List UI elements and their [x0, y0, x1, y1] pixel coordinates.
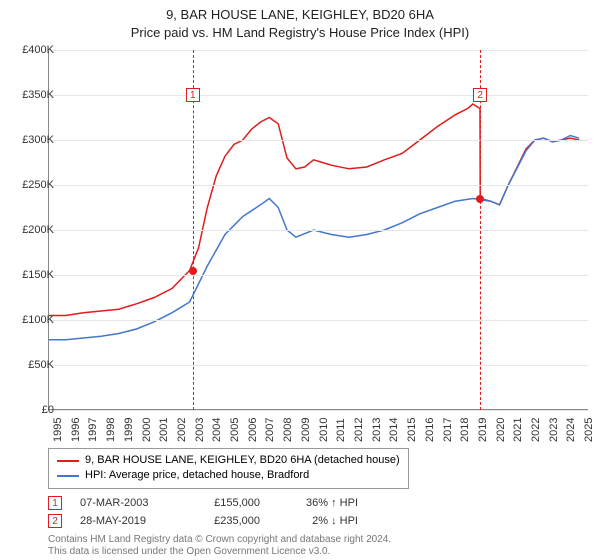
x-tick-label: 2021	[512, 418, 524, 442]
footer-attribution: Contains HM Land Registry data © Crown c…	[48, 534, 391, 558]
x-tick-label: 1997	[87, 418, 99, 442]
y-tick-label: £150K	[10, 269, 54, 281]
gridline	[48, 275, 588, 276]
y-tick-label: £0	[10, 404, 54, 416]
marker-box-1: 1	[186, 88, 200, 102]
x-tick-label: 2007	[264, 418, 276, 442]
legend-swatch-2	[57, 475, 79, 477]
marker-vline	[480, 50, 481, 410]
event-date-2: 28-MAY-2019	[80, 515, 172, 527]
x-tick-label: 2014	[388, 418, 400, 442]
x-tick-label: 2012	[353, 418, 365, 442]
legend-label-1: 9, BAR HOUSE LANE, KEIGHLEY, BD20 6HA (d…	[85, 453, 400, 468]
event-marker-2: 2	[48, 514, 62, 528]
x-tick-label: 2020	[495, 418, 507, 442]
x-tick-label: 2006	[247, 418, 259, 442]
y-tick-label: £300K	[10, 134, 54, 146]
gridline	[48, 410, 588, 411]
x-tick-label: 2013	[371, 418, 383, 442]
x-tick-label: 1995	[52, 418, 64, 442]
x-tick-label: 2003	[194, 418, 206, 442]
x-tick-label: 2017	[442, 418, 454, 442]
legend-item-1: 9, BAR HOUSE LANE, KEIGHLEY, BD20 6HA (d…	[57, 453, 400, 468]
y-tick-label: £350K	[10, 89, 54, 101]
gridline	[48, 365, 588, 366]
x-tick-label: 2008	[282, 418, 294, 442]
event-price-2: £235,000	[190, 515, 260, 527]
x-tick-label: 2002	[176, 418, 188, 442]
event-price-1: £155,000	[190, 497, 260, 509]
y-tick-label: £400K	[10, 44, 54, 56]
gridline	[48, 95, 588, 96]
x-tick-label: 2011	[335, 418, 347, 442]
legend-label-2: HPI: Average price, detached house, Brad…	[85, 468, 309, 483]
legend: 9, BAR HOUSE LANE, KEIGHLEY, BD20 6HA (d…	[48, 448, 409, 489]
event-row-2: 2 28-MAY-2019 £235,000 2% ↓ HPI	[48, 512, 358, 530]
x-tick-label: 1996	[70, 418, 82, 442]
y-tick-label: £100K	[10, 314, 54, 326]
footer-line-2: This data is licensed under the Open Gov…	[48, 546, 391, 558]
gridline	[48, 50, 588, 51]
event-pct-1: 36% ↑ HPI	[278, 497, 358, 509]
title-line-2: Price paid vs. HM Land Registry's House …	[0, 24, 600, 42]
x-tick-label: 2016	[424, 418, 436, 442]
y-tick-label: £250K	[10, 179, 54, 191]
gridline	[48, 140, 588, 141]
x-tick-label: 2019	[477, 418, 489, 442]
gridline	[48, 320, 588, 321]
marker-dot-1	[189, 267, 197, 275]
x-tick-label: 2025	[583, 418, 595, 442]
x-tick-label: 2024	[565, 418, 577, 442]
gridline	[48, 185, 588, 186]
legend-item-2: HPI: Average price, detached house, Brad…	[57, 468, 400, 483]
x-tick-label: 2018	[459, 418, 471, 442]
event-date-1: 07-MAR-2003	[80, 497, 172, 509]
marker-box-2: 2	[473, 88, 487, 102]
x-tick-label: 2001	[158, 418, 170, 442]
y-tick-label: £50K	[10, 359, 54, 371]
events-table: 1 07-MAR-2003 £155,000 36% ↑ HPI 2 28-MA…	[48, 494, 358, 530]
x-tick-label: 2022	[530, 418, 542, 442]
x-tick-label: 2009	[300, 418, 312, 442]
marker-vline	[193, 50, 194, 410]
x-tick-label: 2015	[406, 418, 418, 442]
y-tick-label: £200K	[10, 224, 54, 236]
x-tick-label: 2023	[548, 418, 560, 442]
x-tick-label: 1999	[123, 418, 135, 442]
chart-container: 9, BAR HOUSE LANE, KEIGHLEY, BD20 6HA Pr…	[0, 0, 600, 560]
title-line-1: 9, BAR HOUSE LANE, KEIGHLEY, BD20 6HA	[0, 6, 600, 24]
event-marker-1: 1	[48, 496, 62, 510]
x-tick-label: 1998	[105, 418, 117, 442]
gridline	[48, 230, 588, 231]
chart-plot-area: 12	[48, 50, 588, 410]
footer-line-1: Contains HM Land Registry data © Crown c…	[48, 534, 391, 546]
event-row-1: 1 07-MAR-2003 £155,000 36% ↑ HPI	[48, 494, 358, 512]
series-hpi	[48, 136, 579, 340]
title-block: 9, BAR HOUSE LANE, KEIGHLEY, BD20 6HA Pr…	[0, 0, 600, 42]
event-pct-2: 2% ↓ HPI	[278, 515, 358, 527]
x-tick-label: 2005	[229, 418, 241, 442]
x-tick-label: 2000	[141, 418, 153, 442]
legend-swatch-1	[57, 460, 79, 462]
series-price_paid	[48, 104, 579, 316]
marker-dot-2	[476, 195, 484, 203]
x-tick-label: 2004	[211, 418, 223, 442]
x-tick-label: 2010	[318, 418, 330, 442]
